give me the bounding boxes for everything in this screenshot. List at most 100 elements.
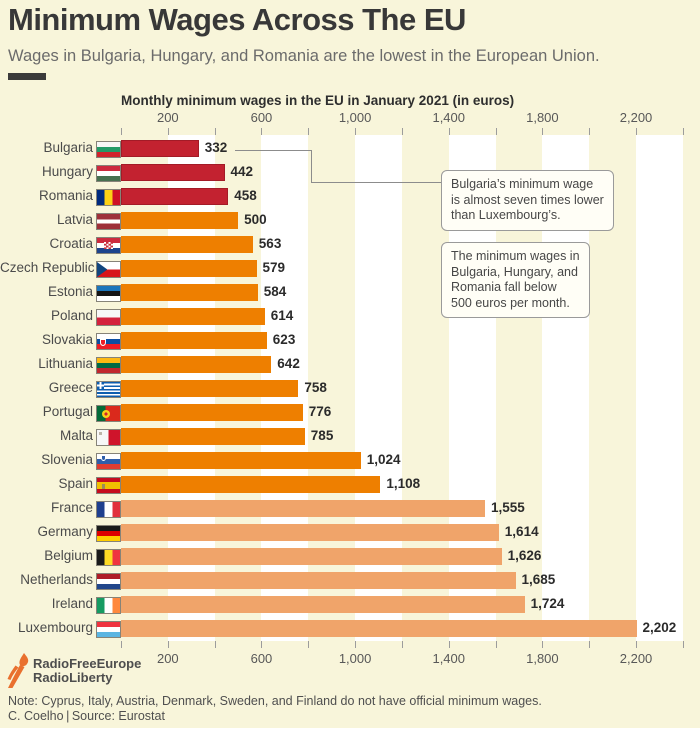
wage-value-label: 458 bbox=[234, 188, 257, 203]
country-label: Bulgaria bbox=[43, 140, 93, 155]
footnote: Note: Cyprus, Italy, Austria, Denmark, S… bbox=[8, 694, 542, 708]
flag-greece-icon-detail bbox=[97, 382, 104, 389]
flag-france-icon bbox=[96, 501, 121, 518]
country-label: Slovenia bbox=[41, 452, 93, 467]
brand-radiofreeeurope: RadioFreeEurope bbox=[33, 656, 142, 671]
axis-tick-top bbox=[308, 128, 310, 135]
wage-value-label: 642 bbox=[277, 356, 300, 371]
country-label: Poland bbox=[50, 308, 93, 323]
axis-tick-label-bottom: 200 bbox=[156, 651, 179, 666]
axis-tick-bottom bbox=[495, 641, 497, 648]
flag-portugal-icon-detail bbox=[102, 409, 110, 418]
flag-luxembourg-icon bbox=[96, 621, 121, 638]
axis-tick-top bbox=[589, 128, 591, 135]
axis-tick-label-top: 200 bbox=[156, 110, 179, 125]
wage-bar-france bbox=[121, 500, 485, 517]
flag-hungary-icon bbox=[96, 165, 121, 182]
axis-tick-bottom bbox=[401, 641, 403, 648]
axis-tick-top bbox=[636, 128, 638, 135]
wage-bar-hungary bbox=[121, 164, 225, 181]
axis-tick-label-top: 1,000 bbox=[338, 110, 372, 125]
country-label: Spain bbox=[58, 476, 93, 491]
country-label: Czech Republic bbox=[0, 260, 95, 275]
axis-tick-bottom bbox=[636, 641, 638, 648]
axis-tick-bottom bbox=[355, 641, 357, 648]
flag-estonia-icon bbox=[96, 285, 121, 302]
country-label: Ireland bbox=[51, 596, 93, 611]
country-label: Netherlands bbox=[20, 572, 93, 587]
flag-spain-icon bbox=[96, 477, 121, 494]
flag-netherlands-icon bbox=[96, 573, 121, 590]
wage-value-label: 579 bbox=[262, 260, 286, 275]
axis-tick-bottom bbox=[261, 641, 263, 648]
annotation-box-bulgaria-luxembourg: Bulgaria’s minimum wage is almost seven … bbox=[441, 170, 614, 231]
wage-value-label: 563 bbox=[258, 236, 282, 251]
wage-bar-portugal bbox=[121, 404, 303, 421]
annotation-connector-line bbox=[311, 150, 312, 183]
flag-croatia-icon bbox=[96, 237, 121, 254]
country-label: Belgium bbox=[44, 548, 93, 563]
flag-slovenia-icon-detail bbox=[101, 455, 106, 461]
source-credit: C. Coelho | Source: Eurostat bbox=[8, 709, 165, 723]
axis-tick-label-top: 2,200 bbox=[619, 110, 653, 125]
country-label: France bbox=[50, 500, 93, 515]
country-label: Latvia bbox=[56, 212, 93, 227]
axis-tick-top bbox=[121, 128, 122, 135]
flag-slovakia-icon bbox=[96, 333, 121, 350]
flag-romania-icon bbox=[96, 189, 121, 206]
flag-czech-republic-icon-detail bbox=[97, 262, 108, 277]
wage-bar-greece bbox=[121, 380, 299, 397]
axis-tick-label-top: 600 bbox=[250, 110, 273, 125]
wage-bar-germany bbox=[121, 524, 499, 541]
wage-value-label: 1,614 bbox=[504, 524, 539, 539]
plot-stripe bbox=[636, 135, 683, 641]
axis-tick-top bbox=[214, 128, 216, 135]
wage-value-label: 758 bbox=[304, 380, 327, 395]
wage-bar-slovakia bbox=[121, 332, 267, 349]
axis-tick-bottom bbox=[308, 641, 310, 648]
country-label: Luxembourg bbox=[17, 620, 93, 635]
wage-bar-lithuania bbox=[121, 356, 272, 373]
flag-portugal-icon bbox=[96, 405, 121, 422]
wage-value-label: 614 bbox=[270, 308, 294, 323]
wage-value-label: 1,626 bbox=[507, 548, 542, 563]
axis-tick-top bbox=[355, 128, 357, 135]
wage-bar-estonia bbox=[121, 284, 258, 301]
wage-bar-belgium bbox=[121, 548, 502, 565]
country-label: Lithuania bbox=[38, 356, 93, 371]
flag-czech-republic-icon bbox=[96, 261, 121, 278]
wage-bar-netherlands bbox=[121, 572, 516, 589]
wage-bar-spain bbox=[121, 476, 381, 493]
flag-greece-icon bbox=[96, 381, 121, 398]
bottom-strip bbox=[0, 728, 700, 738]
country-label: Estonia bbox=[47, 284, 93, 299]
wage-value-label: 584 bbox=[263, 284, 287, 299]
annotation-connector-line bbox=[311, 182, 441, 183]
flag-germany-icon bbox=[96, 525, 121, 542]
axis-tick-label-bottom: 2,200 bbox=[619, 651, 653, 666]
wage-value-label: 1,724 bbox=[530, 596, 565, 611]
wage-value-label: 1,108 bbox=[386, 476, 421, 491]
country-label: Malta bbox=[59, 428, 93, 443]
axis-tick-top bbox=[495, 128, 497, 135]
flag-slovakia-icon-detail bbox=[100, 339, 106, 346]
wage-value-label: 442 bbox=[230, 164, 254, 179]
rferl-torch-icon bbox=[7, 653, 29, 688]
wage-bar-ireland bbox=[121, 596, 525, 613]
axis-tick-bottom bbox=[214, 641, 216, 648]
axis-tick-top bbox=[261, 128, 263, 135]
country-label: Portugal bbox=[42, 404, 93, 419]
axis-tick-label-top: 1,800 bbox=[526, 110, 559, 125]
country-label: Romania bbox=[38, 188, 93, 203]
wage-bar-bulgaria bbox=[121, 140, 199, 157]
annotation-box-below-500: The minimum wages in Bulgaria, Hungary, … bbox=[441, 242, 590, 318]
wage-bar-poland bbox=[121, 308, 265, 325]
axis-tick-label-bottom: 600 bbox=[250, 651, 273, 666]
flag-malta-icon bbox=[96, 429, 121, 446]
flag-belgium-icon bbox=[96, 549, 121, 566]
wage-bar-slovenia bbox=[121, 452, 361, 469]
flag-poland-icon bbox=[96, 309, 121, 326]
annotation-connector-line bbox=[235, 150, 311, 151]
wage-bar-romania bbox=[121, 188, 229, 205]
